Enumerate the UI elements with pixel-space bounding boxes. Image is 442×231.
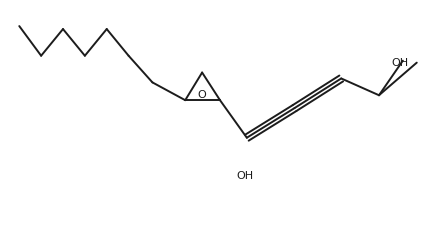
Text: OH: OH [236, 171, 253, 181]
Text: OH: OH [391, 58, 408, 68]
Text: O: O [198, 90, 206, 100]
